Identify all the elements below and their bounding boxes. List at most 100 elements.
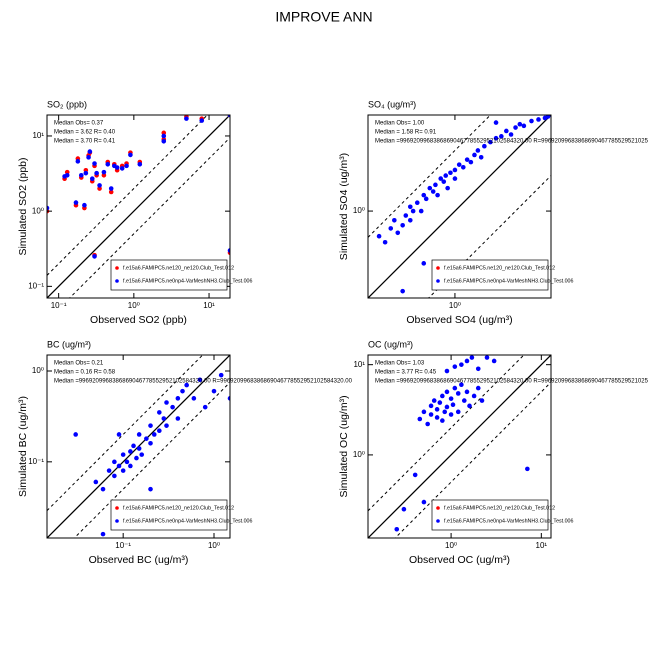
- data-point: [464, 389, 470, 395]
- data-point: [452, 385, 458, 391]
- data-point: [452, 364, 458, 369]
- data-point: [475, 385, 481, 391]
- x-axis-label: Observed OC (ug/m³): [409, 554, 510, 566]
- y-tick-label: 10¹: [32, 131, 44, 140]
- data-point: [452, 176, 458, 181]
- data-point: [529, 118, 534, 124]
- data-point: [461, 398, 467, 403]
- data-point: [227, 396, 230, 401]
- data-point: [199, 118, 205, 123]
- panel-title: BC (ug/m³): [47, 339, 91, 349]
- data-point: [392, 217, 397, 223]
- data-point: [468, 159, 474, 165]
- y-axis-label: Simulated OC (ug/m³): [338, 395, 350, 497]
- data-point: [137, 161, 143, 167]
- legend-label: f.e15a6.FAMIPC5.ne0np4-VarMeshNH3.Club_T…: [444, 518, 574, 524]
- data-point: [464, 358, 470, 364]
- data-point: [164, 423, 169, 428]
- data-point: [434, 407, 440, 412]
- y-tick-label: 10¹: [353, 360, 365, 369]
- x-tick-label: 10⁰: [128, 301, 140, 310]
- data-point: [139, 452, 145, 457]
- data-point: [175, 416, 181, 421]
- data-point: [191, 396, 197, 401]
- plot-frame: [46, 114, 231, 299]
- data-point: [438, 176, 444, 181]
- legend-label: f.e15a6.FAMIPC5.ne0np4-VarMeshNH3.Club_T…: [123, 518, 253, 524]
- data-point: [124, 459, 130, 465]
- data-point: [170, 404, 175, 410]
- data-point: [444, 404, 450, 410]
- annotation: Median =99692099683868690467785529521025…: [375, 379, 648, 385]
- data-point: [459, 362, 464, 367]
- plot-area: [368, 355, 551, 538]
- data-point: [513, 125, 518, 130]
- data-point: [400, 288, 405, 294]
- panel-title: OC (ug/m³): [368, 339, 413, 349]
- y-tick-label: 10⁻¹: [28, 457, 44, 466]
- data-point: [108, 186, 114, 191]
- data-point: [469, 355, 475, 360]
- data-point: [116, 463, 122, 469]
- data-point: [452, 167, 458, 173]
- y-tick-label: 10⁰: [32, 366, 44, 375]
- data-point: [161, 416, 167, 421]
- x-axis-label: Observed SO4 (ug/m³): [406, 314, 512, 326]
- data-point: [471, 393, 477, 399]
- data-point: [423, 196, 429, 202]
- plot-frame: [367, 354, 552, 539]
- data-point: [157, 410, 162, 415]
- data-point: [93, 479, 99, 485]
- data-point: [395, 230, 401, 236]
- data-point: [517, 121, 523, 127]
- data-point: [456, 162, 462, 167]
- data-point: [443, 173, 449, 178]
- data-point: [425, 421, 430, 427]
- data-point: [382, 239, 388, 245]
- data-point: [407, 204, 413, 210]
- data-point: [421, 261, 427, 266]
- annotation: Median = 0.16 R= 0.58: [54, 370, 116, 376]
- panel-title: SO₄ (ug/m³): [368, 99, 416, 109]
- data-point: [120, 452, 126, 457]
- data-point: [491, 358, 497, 364]
- data-point: [144, 436, 149, 441]
- data-point: [442, 409, 448, 415]
- x-axis-label: Observed SO2 (ppb): [90, 314, 187, 326]
- data-point: [400, 222, 405, 228]
- data-point: [136, 446, 142, 451]
- x-tick-label: 10¹: [536, 541, 548, 550]
- data-point: [73, 200, 79, 205]
- data-point: [108, 189, 114, 195]
- data-point: [100, 486, 106, 492]
- data-point: [86, 155, 91, 160]
- data-point: [394, 526, 400, 532]
- data-point: [508, 132, 514, 137]
- data-point: [119, 166, 125, 171]
- plot-frame: [46, 354, 231, 539]
- one-to-one-line: [47, 115, 230, 298]
- data-point: [227, 248, 230, 253]
- data-point: [83, 170, 89, 176]
- y-tick-label: 10⁻¹: [28, 281, 44, 290]
- ratio-line: [394, 381, 551, 538]
- data-point: [112, 459, 117, 465]
- data-point: [114, 165, 120, 170]
- data-point: [82, 202, 87, 208]
- data-point: [136, 432, 142, 437]
- panel-title: SO₂ (ppb): [47, 99, 87, 109]
- data-point: [479, 398, 485, 403]
- data-point: [184, 382, 189, 388]
- data-point: [525, 466, 530, 472]
- data-point: [437, 400, 443, 405]
- data-point: [430, 189, 436, 194]
- x-tick-label: 10⁰: [208, 541, 220, 550]
- data-point: [450, 402, 456, 408]
- data-point: [472, 152, 477, 158]
- legend-label: f.e15a6.FAMIPC5.ne120_ne120.Club_Test.01…: [123, 505, 234, 511]
- data-point: [175, 396, 181, 401]
- x-tick-label: 10⁻¹: [115, 541, 131, 550]
- data-point: [388, 226, 394, 231]
- data-point: [521, 123, 527, 129]
- annotation: Median Obs= 1.00: [375, 121, 425, 127]
